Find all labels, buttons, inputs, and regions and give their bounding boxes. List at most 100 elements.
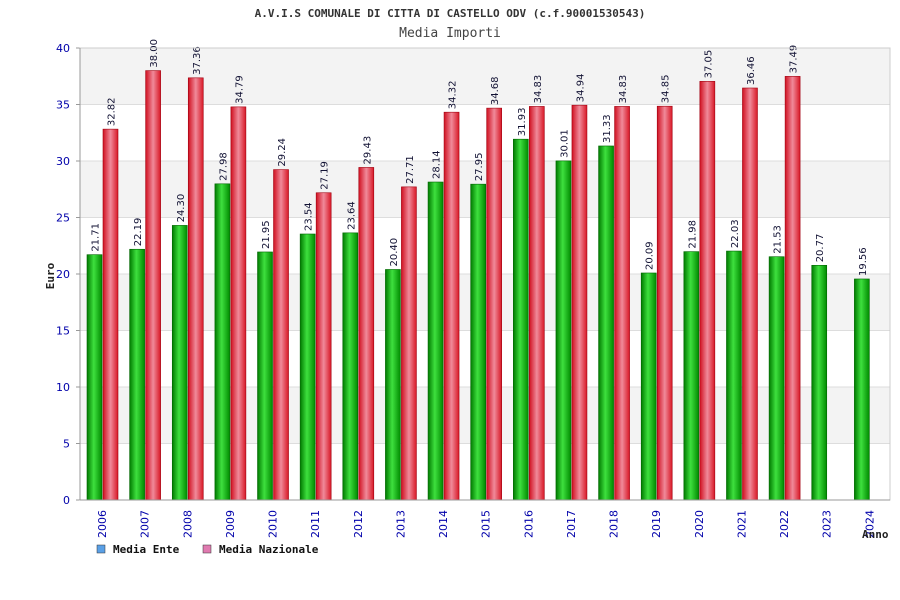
y-axis-ticks: 0 5 10 15 20 25 30 35 40 [56, 42, 70, 507]
bar-media-ente-2010 [257, 251, 273, 501]
chart-title: A.V.I.S COMUNALE DI CITTA DI CASTELLO OD… [255, 7, 646, 20]
value-label: 31.33 [602, 114, 613, 143]
bar-media-ente-2008 [171, 225, 188, 501]
x-axis-label: Anno [862, 528, 889, 541]
bar-media-ente-2020 [683, 251, 700, 501]
bar-media-ente-2022 [768, 256, 785, 501]
bar-media-ente-2007 [129, 248, 145, 501]
y-tick-label: 0 [63, 494, 70, 507]
x-tick-label: 2016 [522, 510, 535, 538]
x-tick-label: 2020 [693, 510, 706, 538]
bar-media-nazionale-2021 [742, 87, 758, 501]
value-label: 32.82 [107, 97, 118, 126]
chart-subtitle: Media Importi [399, 26, 501, 41]
x-tick-label: 2013 [394, 510, 407, 538]
bar-media-ente-2011 [299, 233, 316, 501]
bar-media-ente-2006 [86, 254, 103, 501]
x-tick-label: 2023 [821, 510, 834, 538]
bar-media-nazionale-2014 [443, 111, 460, 501]
value-label: 22.19 [133, 218, 144, 247]
bar-media-nazionale-2007 [145, 70, 161, 501]
y-tick-label: 20 [56, 268, 70, 281]
value-label: 37.36 [192, 46, 203, 75]
x-tick-label: 2011 [309, 510, 322, 538]
bar-media-ente-2009 [214, 183, 231, 501]
y-tick-label: 10 [56, 381, 70, 394]
value-label: 24.30 [176, 194, 187, 223]
value-label: 30.01 [559, 129, 570, 158]
value-label: 19.56 [858, 247, 869, 276]
value-label: 20.77 [815, 234, 826, 263]
value-label: 34.85 [661, 75, 672, 104]
bar-media-ente-2015 [470, 183, 486, 501]
bar-media-ente-2023 [811, 264, 828, 501]
value-label: 36.46 [746, 56, 757, 85]
bar-media-nazionale-2016 [529, 106, 545, 501]
x-tick-label: 2014 [437, 510, 450, 538]
x-tick-label: 2010 [267, 510, 280, 538]
bar-media-ente-2024 [854, 278, 870, 501]
bar-media-nazionale-2006 [102, 128, 119, 501]
y-tick-label: 5 [63, 438, 70, 451]
value-label: 23.54 [304, 202, 315, 231]
value-label: 29.43 [362, 136, 373, 165]
value-label: 34.83 [533, 75, 544, 104]
bar-media-ente-2013 [385, 269, 401, 501]
y-tick-label: 25 [56, 212, 70, 225]
value-label: 34.68 [490, 76, 501, 105]
y-tick-label: 30 [56, 155, 70, 168]
legend-label-media-nazionale: Media Nazionale [219, 543, 319, 556]
value-label: 21.53 [773, 225, 784, 254]
bar-media-nazionale-2013 [401, 186, 417, 501]
x-tick-label: 2015 [480, 510, 493, 538]
legend-swatch-media-ente [96, 544, 106, 554]
value-label: 27.71 [405, 155, 416, 184]
x-tick-label: 2024 [863, 510, 876, 538]
x-tick-label: 2009 [224, 510, 237, 538]
value-label: 23.64 [346, 201, 357, 230]
legend-label-media-ente: Media Ente [113, 543, 180, 556]
x-tick-label: 2021 [735, 510, 748, 538]
legend: Media Ente Media Nazionale [96, 543, 319, 556]
bar-media-ente-2012 [342, 232, 359, 501]
bar-media-ente-2021 [726, 250, 742, 501]
bar-media-nazionale-2017 [571, 104, 588, 501]
bar-media-nazionale-2010 [273, 169, 289, 501]
value-label: 38.00 [149, 39, 160, 68]
x-tick-label: 2019 [650, 510, 663, 538]
y-tick-label: 40 [56, 42, 70, 55]
x-tick-label: 2018 [608, 510, 621, 538]
bar-media-nazionale-2018 [614, 106, 630, 501]
y-axis-label: Euro [44, 262, 57, 289]
x-tick-label: 2006 [96, 510, 109, 538]
value-label: 28.14 [432, 150, 443, 179]
bar-media-nazionale-2015 [486, 107, 502, 501]
value-label: 34.79 [234, 75, 245, 104]
value-label: 27.98 [218, 152, 229, 181]
bar-media-nazionale-2019 [656, 105, 673, 501]
bar-media-ente-2016 [513, 138, 529, 501]
value-label: 21.95 [261, 220, 272, 249]
x-axis-ticks: 2006 2007 2008 2009 2010 2011 2012 2013 2014 2015… [96, 510, 876, 538]
bar-media-nazionale-2012 [358, 167, 375, 501]
bar-media-ente-2014 [427, 181, 444, 501]
value-label: 31.93 [517, 108, 528, 137]
bar-media-nazionale-2022 [784, 76, 801, 501]
value-label: 34.83 [618, 75, 629, 104]
x-tick-label: 2012 [352, 510, 365, 538]
x-tick-label: 2007 [139, 510, 152, 538]
x-tick-label: 2008 [181, 510, 194, 538]
value-label: 34.94 [575, 74, 586, 103]
value-label: 20.40 [389, 238, 400, 267]
value-label: 21.98 [687, 220, 698, 249]
y-tick-label: 35 [56, 99, 70, 112]
bar-media-nazionale-2008 [187, 77, 204, 501]
value-label: 27.19 [320, 161, 331, 190]
value-label: 34.32 [448, 81, 459, 110]
bar-media-nazionale-2009 [230, 106, 247, 501]
value-label: 22.03 [730, 219, 741, 248]
legend-swatch-media-nazionale [202, 544, 212, 554]
value-label: 27.95 [474, 153, 485, 182]
x-tick-label: 2022 [778, 510, 791, 538]
value-label: 20.09 [645, 241, 656, 270]
